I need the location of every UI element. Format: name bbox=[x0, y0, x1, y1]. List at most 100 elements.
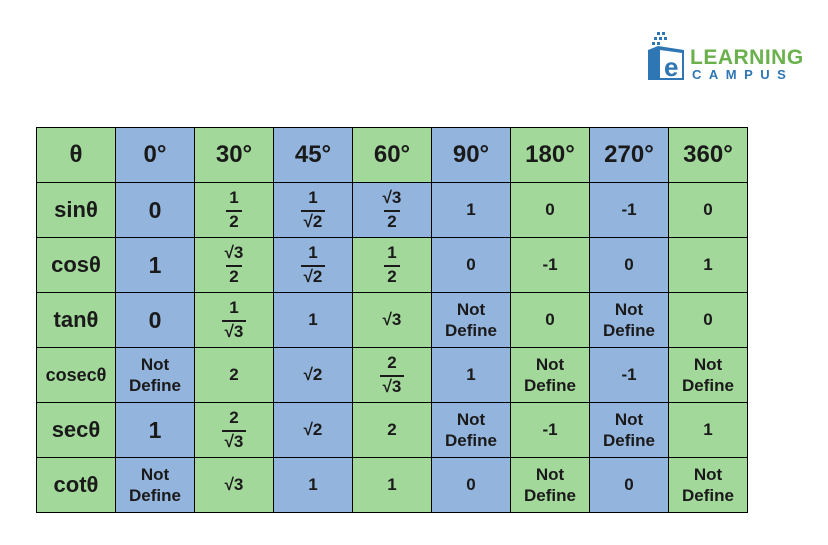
table-cell: 1 bbox=[115, 237, 195, 293]
e-book-logo-icon: e bbox=[648, 32, 684, 82]
table-cell: √3 bbox=[194, 457, 274, 513]
table-cell-fraction: 2 √3 bbox=[194, 402, 274, 458]
elearning-campus-logo: e LEARNING CAMPUS bbox=[644, 30, 803, 82]
fraction-numerator: 1 bbox=[229, 187, 239, 207]
fraction: 2 √3 bbox=[379, 352, 405, 396]
fraction-denominator: √3 bbox=[221, 319, 247, 342]
cell-text-line: Define bbox=[682, 376, 734, 395]
header-angle: 270° bbox=[589, 127, 669, 183]
fraction-numerator: 2 bbox=[229, 407, 239, 427]
table-cell: 0 bbox=[431, 457, 511, 513]
logo-text-learning: LEARNING bbox=[690, 46, 804, 69]
table-cell: 0 bbox=[510, 292, 590, 348]
header-angle: 90° bbox=[431, 127, 511, 183]
header-angle: 30° bbox=[194, 127, 274, 183]
table-cell: 1 bbox=[431, 347, 511, 403]
table-cell: 0 bbox=[431, 237, 511, 293]
fraction-denominator: √2 bbox=[300, 209, 326, 232]
table-cell: 1 bbox=[668, 237, 748, 293]
table-cell-fraction: 2 √3 bbox=[352, 347, 432, 403]
table-cell-fraction: 1 √2 bbox=[273, 182, 353, 238]
table-cell: 0 bbox=[589, 237, 669, 293]
table-cell-not-define: Not Define bbox=[431, 402, 511, 458]
table-row: cosecθ Not Define 2 √2 2 √3 1 Not Define -1 Not Defi… bbox=[36, 347, 748, 403]
table-cell: -1 bbox=[589, 182, 669, 238]
table-cell: 0 bbox=[115, 182, 195, 238]
table-cell: 2 bbox=[194, 347, 274, 403]
row-label: sinθ bbox=[36, 182, 116, 238]
table-cell: -1 bbox=[589, 347, 669, 403]
header-angle: 45° bbox=[273, 127, 353, 183]
cell-text-line: Define bbox=[445, 431, 497, 450]
table-cell-not-define: Not Define bbox=[115, 457, 195, 513]
table-cell: 1 bbox=[352, 457, 432, 513]
table-cell-not-define: Not Define bbox=[589, 292, 669, 348]
row-label: cosθ bbox=[36, 237, 116, 293]
fraction-numerator: √3 bbox=[224, 242, 244, 262]
table-row: secθ 1 2 √3 √2 2 Not Define -1 Not Define 1 bbox=[36, 402, 748, 458]
table-row: sinθ 0 1 2 1 √2 √3 2 1 0 -1 0 bbox=[36, 182, 748, 238]
cell-text-line: Not bbox=[140, 354, 170, 374]
table-cell-fraction: 1 √3 bbox=[194, 292, 274, 348]
fraction: 1 √3 bbox=[221, 298, 247, 342]
fraction-denominator: √3 bbox=[221, 429, 247, 452]
table-row: cosθ 1 √3 2 1 √2 1 2 0 -1 0 1 bbox=[36, 237, 748, 293]
fraction-denominator: 2 bbox=[226, 209, 242, 232]
table-cell: 0 bbox=[115, 292, 195, 348]
header-theta: θ bbox=[36, 127, 116, 183]
cell-text-line: Define bbox=[524, 376, 576, 395]
table-cell: 0 bbox=[668, 182, 748, 238]
cell-text-line: Not bbox=[140, 464, 170, 484]
cell-text-line: Not bbox=[614, 409, 644, 429]
fraction: 1 √2 bbox=[300, 187, 326, 232]
row-label: secθ bbox=[36, 402, 116, 458]
table-cell-not-define: Not Define bbox=[115, 347, 195, 403]
fraction-denominator: √2 bbox=[300, 264, 326, 287]
cell-text-line: Not bbox=[535, 464, 565, 484]
header-angle: 0° bbox=[115, 127, 195, 183]
fraction: √3 2 bbox=[380, 188, 405, 231]
table-cell-fraction: √3 2 bbox=[352, 182, 432, 238]
table-cell: 2 bbox=[352, 402, 432, 458]
row-label: cosecθ bbox=[36, 347, 116, 403]
table-row: cotθ Not Define √3 1 1 0 Not Define 0 Not Define bbox=[36, 457, 748, 513]
table-cell: √2 bbox=[273, 347, 353, 403]
row-label: tanθ bbox=[36, 292, 116, 348]
fraction-numerator: 1 bbox=[308, 187, 318, 207]
table-cell: 1 bbox=[431, 182, 511, 238]
fraction-denominator: 2 bbox=[226, 264, 242, 287]
cell-text-line: Define bbox=[524, 486, 576, 505]
svg-text:e: e bbox=[664, 52, 678, 82]
trig-values-table: θ 0° 30° 45° 60° 90° 180° 270° 360° sinθ 0 1 2 1 √2 √3 2… bbox=[36, 127, 748, 513]
fraction-numerator: 2 bbox=[387, 352, 397, 372]
cell-text-line: Define bbox=[129, 376, 181, 395]
cell-text-line: Define bbox=[445, 321, 497, 340]
table-cell-not-define: Not Define bbox=[510, 457, 590, 513]
cell-text-line: Not bbox=[456, 299, 486, 319]
header-angle: 60° bbox=[352, 127, 432, 183]
table-cell: √2 bbox=[273, 402, 353, 458]
table-cell-fraction: 1 √2 bbox=[273, 237, 353, 293]
table-cell-fraction: √3 2 bbox=[194, 237, 274, 293]
fraction: 2 √3 bbox=[221, 407, 247, 452]
table-cell-not-define: Not Define bbox=[510, 347, 590, 403]
cell-text-line: Define bbox=[603, 431, 655, 450]
table-row: tanθ 0 1 √3 1 √3 Not Define 0 Not Define 0 bbox=[36, 292, 748, 348]
table-cell: 1 bbox=[273, 292, 353, 348]
cell-text-line: Not bbox=[456, 409, 486, 429]
fraction-numerator: 1 bbox=[387, 242, 397, 262]
header-angle: 360° bbox=[668, 127, 748, 183]
table-cell: 1 bbox=[115, 402, 195, 458]
cell-text-line: Define bbox=[603, 321, 655, 340]
cell-text-line: Not bbox=[535, 354, 565, 374]
table-cell: 0 bbox=[668, 292, 748, 348]
cell-text-line: Not bbox=[693, 464, 723, 484]
header-angle: 180° bbox=[510, 127, 590, 183]
table-cell-not-define: Not Define bbox=[668, 457, 748, 513]
table-cell-not-define: Not Define bbox=[431, 292, 511, 348]
fraction-numerator: 1 bbox=[308, 242, 318, 262]
